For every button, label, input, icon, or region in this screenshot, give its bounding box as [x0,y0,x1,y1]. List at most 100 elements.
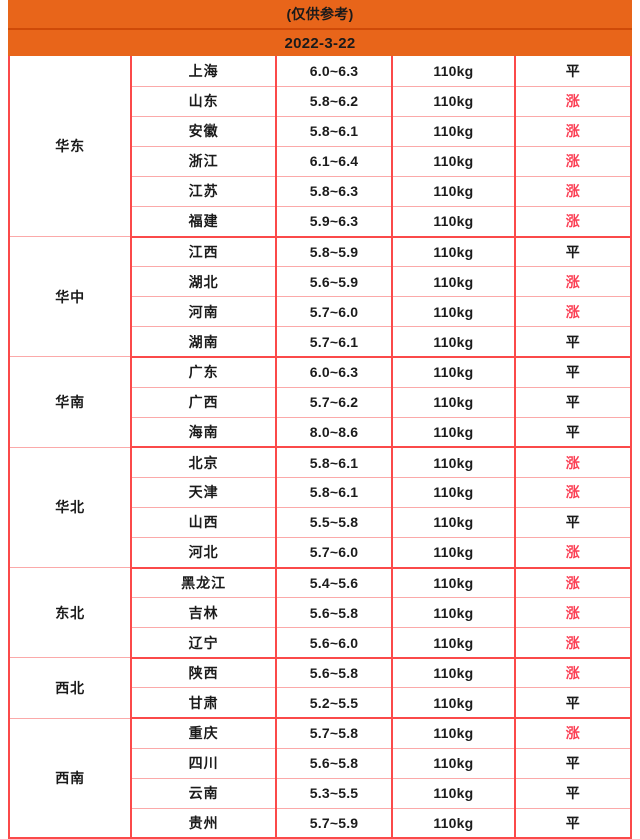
region-cell: 华北 [9,447,133,569]
trend-cell: 平 [514,507,631,539]
trend-cell: 平 [514,236,631,268]
price-cell: 6.0~6.3 [275,56,394,87]
table-row: 安徽 5.8~6.1 110kg 涨 [9,116,631,147]
unit-cell: 110kg [392,567,516,599]
table-row: 辽宁 5.6~6.0 110kg 涨 [9,627,631,659]
unit-cell: 110kg [392,537,516,569]
trend-cell: 涨 [514,567,631,599]
trend-cell: 涨 [514,718,631,749]
province-cell: 河南 [131,296,277,328]
price-cell: 5.8~6.3 [275,176,394,207]
province-cell: 江苏 [131,176,277,207]
unit-cell: 110kg [392,778,516,809]
table-row: 华南 广东 6.0~6.3 110kg 平 [9,356,631,448]
table-row: 山西 5.5~5.8 110kg 平 [9,507,631,539]
table-row: 华北 北京 5.8~6.1 110kg 涨 [9,447,631,569]
unit-cell: 110kg [392,507,516,539]
trend-cell: 涨 [514,116,631,147]
price-cell: 5.9~6.3 [275,206,394,238]
table-row: 西南 重庆 5.7~5.8 110kg 涨 [9,718,631,839]
price-cell: 5.6~5.8 [275,657,394,689]
price-cell: 6.0~6.3 [275,356,394,388]
province-cell: 广东 [131,356,277,388]
province-cell: 甘肃 [131,687,277,720]
price-cell: 5.6~6.0 [275,627,394,659]
region-cell: 华东 [9,56,133,238]
reference-note-text: (仅供参考) [286,6,354,22]
unit-cell: 110kg [392,387,516,418]
date-banner: 2022-3-22 [8,28,632,56]
province-cell: 吉林 [131,597,277,629]
table-row: 河南 5.7~6.0 110kg 涨 [9,296,631,328]
price-cell: 5.6~5.8 [275,597,394,629]
unit-cell: 110kg [392,326,516,358]
province-cell: 上海 [131,56,277,87]
price-cell: 5.7~6.1 [275,326,394,358]
price-cell: 5.6~5.8 [275,748,394,779]
table-row: 西北 陕西 5.6~5.8 110kg 涨 [9,657,631,719]
trend-cell: 涨 [514,447,631,478]
price-cell: 5.8~6.2 [275,86,394,117]
province-cell: 山东 [131,86,277,117]
table-row: 华中 江西 5.8~5.9 110kg 平 [9,236,631,358]
price-cell: 5.8~6.1 [275,116,394,147]
trend-cell: 涨 [514,597,631,629]
price-table: 华东 上海 6.0~6.3 110kg 平山东 5.8~6.2 110kg 涨安徽 5.8~6.… [8,56,632,839]
table-row: 华东 上海 6.0~6.3 110kg 平 [9,56,631,238]
table-row: 江苏 5.8~6.3 110kg 涨 [9,176,631,207]
region-cell: 东北 [9,567,133,659]
unit-cell: 110kg [392,116,516,147]
price-cell: 5.4~5.6 [275,567,394,599]
province-cell: 重庆 [131,718,277,749]
province-cell: 河北 [131,537,277,569]
unit-cell: 110kg [392,627,516,659]
table-row: 广西 5.7~6.2 110kg 平 [9,387,631,418]
trend-cell: 平 [514,326,631,358]
table-row: 湖北 5.6~5.9 110kg 涨 [9,266,631,298]
unit-cell: 110kg [392,597,516,629]
province-cell: 湖北 [131,266,277,298]
province-cell: 海南 [131,417,277,449]
price-cell: 5.8~6.1 [275,477,394,508]
price-cell: 5.2~5.5 [275,687,394,720]
province-cell: 浙江 [131,146,277,177]
unit-cell: 110kg [392,56,516,87]
price-cell: 5.8~5.9 [275,236,394,268]
table-row: 河北 5.7~6.0 110kg 涨 [9,537,631,569]
unit-cell: 110kg [392,687,516,720]
unit-cell: 110kg [392,86,516,117]
unit-cell: 110kg [392,296,516,328]
region-cell: 华南 [9,356,133,448]
table-row: 湖南 5.7~6.1 110kg 平 [9,326,631,358]
unit-cell: 110kg [392,356,516,388]
province-cell: 江西 [131,236,277,268]
unit-cell: 110kg [392,447,516,478]
unit-cell: 110kg [392,748,516,779]
province-cell: 山西 [131,507,277,539]
trend-cell: 平 [514,387,631,418]
trend-cell: 涨 [514,627,631,659]
pig-price-table-page: (仅供参考) 2022-3-22 华东 上海 6.0~6.3 110kg 平山东 5.8~… [8,0,632,839]
table-row: 甘肃 5.2~5.5 110kg 平 [9,687,631,720]
reference-note-banner: (仅供参考) [8,0,632,28]
price-cell: 5.8~6.1 [275,447,394,478]
unit-cell: 110kg [392,657,516,689]
province-cell: 辽宁 [131,627,277,659]
province-cell: 云南 [131,778,277,809]
trend-cell: 涨 [514,657,631,689]
trend-cell: 平 [514,687,631,720]
table-row: 天津 5.8~6.1 110kg 涨 [9,477,631,508]
unit-cell: 110kg [392,266,516,298]
unit-cell: 110kg [392,417,516,449]
price-table-body: 华东 上海 6.0~6.3 110kg 平山东 5.8~6.2 110kg 涨安徽 5.8~6.… [9,56,631,839]
trend-cell: 涨 [514,477,631,508]
trend-cell: 涨 [514,206,631,238]
table-row: 吉林 5.6~5.8 110kg 涨 [9,597,631,629]
province-cell: 安徽 [131,116,277,147]
date-text: 2022-3-22 [284,34,356,52]
price-cell: 5.5~5.8 [275,507,394,539]
unit-cell: 110kg [392,176,516,207]
price-cell: 5.7~5.8 [275,718,394,749]
trend-cell: 平 [514,748,631,779]
price-cell: 5.6~5.9 [275,266,394,298]
